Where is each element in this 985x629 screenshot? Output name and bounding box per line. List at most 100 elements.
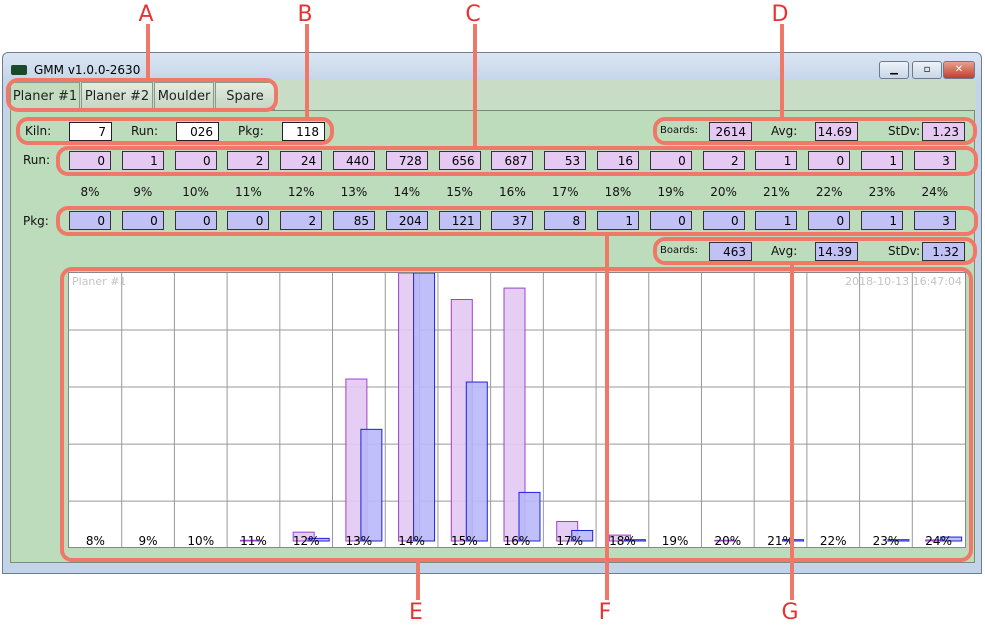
run-count-cell: 656 (438, 151, 481, 170)
pkg-bar (360, 428, 383, 542)
pkg-row-label: Pkg: (23, 214, 49, 228)
run-count-cell: 0 (649, 151, 692, 170)
callout-letter: D (771, 2, 789, 27)
moisture-label: 16% (499, 185, 526, 199)
tab-moulder[interactable]: Moulder (154, 82, 214, 110)
run-bar (714, 539, 737, 542)
minimize-button[interactable]: ▁ (879, 61, 909, 79)
pkg-label: Pkg: (238, 124, 264, 138)
moisture-label: 13% (340, 185, 368, 199)
x-tick-label: 18% (609, 534, 636, 547)
x-tick-label: 22% (820, 534, 847, 547)
app-icon (11, 65, 27, 75)
pkg-count-cell: 0 (227, 211, 270, 230)
moisture-label: 20% (710, 185, 737, 199)
run-field[interactable]: 026 (176, 122, 219, 141)
x-tick-label: 8% (86, 534, 105, 547)
run-boards-label: Boards: (660, 125, 698, 136)
pkg-field[interactable]: 118 (282, 122, 325, 141)
callout-letter: B (297, 2, 313, 27)
x-tick-label: 21% (767, 534, 794, 547)
window-title: GMM v1.0.0-2630 (34, 63, 141, 77)
moisture-label: 12% (287, 185, 315, 199)
run-count-cell: 16 (597, 151, 639, 170)
x-tick-label: 15% (451, 534, 478, 547)
moisture-label: 22% (815, 185, 843, 199)
x-tick-label: 20% (714, 534, 741, 547)
run-stdv-label: StDv: (888, 124, 921, 138)
pkg-bar (571, 529, 594, 542)
x-tick-label: 14% (398, 534, 425, 547)
callout-letter: C (465, 2, 481, 27)
close-button[interactable]: ✕ (943, 61, 975, 79)
callout-line (305, 24, 309, 117)
pkg-count-cell: 0 (808, 211, 851, 230)
pkg-bar (940, 536, 963, 542)
x-tick-label: 17% (556, 534, 583, 547)
run-count-cell: 0 (808, 151, 851, 170)
histogram-svg: 8% 9% 10% 11% 12% 13% 14% 15% 16% 17% 18% 19% 20% 21%… (69, 272, 965, 548)
chart-title: Planer #1 (72, 275, 127, 288)
pkg-avg-label: Avg: (771, 244, 798, 258)
run-bar (608, 534, 631, 542)
run-count-cell: 53 (544, 151, 587, 170)
pkg-bar (413, 272, 436, 542)
run-bar (503, 287, 526, 542)
tab-spare[interactable]: Spare (215, 82, 275, 110)
moisture-label: 11% (235, 185, 262, 199)
kiln-field[interactable]: 7 (69, 122, 112, 141)
tab-planer-2[interactable]: Planer #2 (81, 82, 153, 110)
pkg-stdv-value: 1.32 (922, 242, 965, 261)
pkg-count-cell: 1 (861, 211, 903, 230)
maximize-button[interactable]: ▫ (912, 61, 942, 79)
pkg-count-cell: 204 (385, 211, 428, 230)
moisture-label: 15% (446, 185, 473, 199)
pkg-count-cell: 3 (913, 211, 956, 230)
pkg-bar (887, 539, 910, 542)
callout-letter: F (598, 600, 612, 625)
run-count-cell: 440 (333, 151, 375, 170)
run-count-cell: 1 (121, 151, 164, 170)
run-avg-value: 14.69 (815, 122, 858, 141)
run-count-cell: 687 (491, 151, 534, 170)
pkg-count-cell: 0 (121, 211, 164, 230)
pkg-count-cell: 1 (597, 211, 639, 230)
run-bar (239, 539, 262, 542)
callout-line (473, 24, 477, 146)
pkg-count-cell: 37 (491, 211, 534, 230)
tab-planer-1[interactable]: Planer #1 (10, 82, 80, 111)
x-tick-label: 12% (293, 534, 320, 547)
pkg-count-cell: 0 (174, 211, 217, 230)
histogram-chart: 8% 9% 10% 11% 12% 13% 14% 15% 16% 17% 18% 19% 20% 21%… (68, 272, 966, 548)
pkg-count-cell: 0 (649, 211, 692, 230)
pkg-bar (623, 539, 646, 542)
run-count-cell: 2 (702, 151, 745, 170)
callout-line (605, 236, 609, 600)
moisture-label: 14% (393, 185, 421, 199)
pkg-bar (518, 491, 541, 542)
x-tick-label: 9% (139, 534, 158, 547)
run-count-cell: 24 (280, 151, 323, 170)
run-count-cell: 2 (227, 151, 270, 170)
pkg-count-cell: 1 (755, 211, 798, 230)
run-label: Run: (131, 124, 159, 138)
pkg-bar (307, 537, 330, 542)
pkg-stdv-label: StDv: (888, 244, 921, 258)
x-tick-label: 19% (662, 534, 689, 547)
moisture-label: 24% (921, 185, 949, 199)
run-boards-value: 2614 (709, 122, 752, 141)
run-count-cell: 0 (174, 151, 217, 170)
moisture-label: 19% (657, 185, 685, 199)
run-count-cell: 3 (913, 151, 956, 170)
x-tick-label: 13% (346, 534, 373, 547)
run-count-cell: 1 (755, 151, 798, 170)
pkg-boards-value: 463 (709, 242, 752, 261)
pkg-count-cell: 2 (280, 211, 323, 230)
moisture-label: 10% (182, 185, 209, 199)
run-avg-label: Avg: (771, 124, 798, 138)
pkg-boards-label: Boards: (660, 245, 698, 256)
pkg-count-cell: 0 (702, 211, 745, 230)
callout-letter: E (409, 600, 423, 625)
callout-letter: A (138, 2, 154, 27)
pkg-bar (465, 381, 488, 542)
